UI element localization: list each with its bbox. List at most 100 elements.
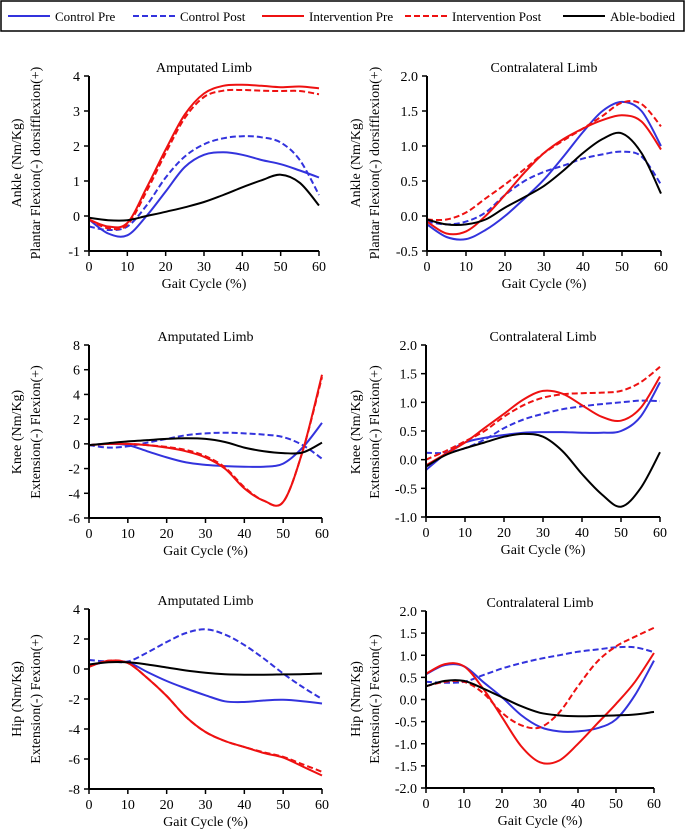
series-line-control-pre <box>88 422 323 468</box>
x-axis-label: Gait Cycle (%) <box>502 277 587 292</box>
panel-title: Contralateral Limb <box>490 330 597 345</box>
y-tick-label: -2 <box>68 463 80 478</box>
x-tick-label: 0 <box>86 260 93 275</box>
x-axis-label: Gait Cycle (%) <box>498 814 583 829</box>
y-tick-label: -0.5 <box>396 245 418 260</box>
y-axis-label: Ankle (Nm/Kg) <box>349 118 364 207</box>
legend-item: Intervention Pre <box>262 9 393 24</box>
x-tick-label: 10 <box>458 526 472 541</box>
series-line-intervention-post <box>88 88 320 231</box>
x-tick-label: 0 <box>423 526 430 541</box>
y-axis-label: Extension(-) Fexion(+) <box>368 634 383 764</box>
y-tick-label: 1.0 <box>401 140 419 155</box>
x-tick-label: 0 <box>86 798 93 813</box>
y-axis-label: Ankle (Nm/Kg) <box>10 118 25 207</box>
x-tick-label: 20 <box>160 798 174 813</box>
y-tick-label: -0.5 <box>395 716 417 731</box>
x-tick-label: 0 <box>423 797 430 812</box>
y-tick-label: -6 <box>68 753 80 768</box>
x-tick-label: 60 <box>315 527 329 542</box>
y-tick-label: 1.5 <box>400 368 418 383</box>
legend-label: Control Post <box>180 9 246 24</box>
x-axis-label: Gait Cycle (%) <box>163 544 248 559</box>
series-line-able-bodied <box>88 173 320 222</box>
x-tick-label: 50 <box>276 527 290 542</box>
legend-item: Control Post <box>133 9 246 24</box>
x-tick-label: 20 <box>498 260 512 275</box>
y-tick-label: 2 <box>73 140 80 155</box>
y-tick-label: 3 <box>73 105 80 120</box>
y-tick-label: -2.0 <box>395 782 417 797</box>
series-line-able-bodied <box>426 131 662 226</box>
y-axis-label: Hip (Nm/Kg) <box>10 661 25 737</box>
panel-2: Contralateral Limb 0 10 20 30 40 50 60 -0.5 0.0 0.… <box>349 61 668 292</box>
x-tick-label: 10 <box>121 527 135 542</box>
y-axis-label: Extension(-) Fexion(+) <box>29 634 44 764</box>
series-line-control-post <box>426 150 662 226</box>
x-tick-label: 0 <box>424 260 431 275</box>
series-line-intervention-pre <box>426 114 662 236</box>
y-axis-label: Extension(-) Flexion(+) <box>368 365 383 499</box>
panel-6: Contralateral Limb 0 10 20 30 40 50 60 -2.0 -1.5 -… <box>349 596 661 829</box>
series-line-control-pre <box>88 151 320 238</box>
y-tick-label: -4 <box>68 723 80 738</box>
panel-title: Contralateral Limb <box>491 61 598 76</box>
series-line-control-pre <box>425 660 655 733</box>
legend-label: Control Pre <box>55 9 116 24</box>
y-axis-label: Plantar Flexion(-) dorsifflexion(+) <box>368 66 383 259</box>
x-tick-label: 30 <box>536 526 550 541</box>
y-axis-label: Plantar Flexion(-) dorsifflexion(+) <box>29 66 44 259</box>
y-axis-label: Extension(-) Flexion(+) <box>29 365 44 499</box>
series-line-control-post <box>88 628 323 700</box>
series-line-control-post <box>88 135 320 232</box>
y-axis-label: Knee (Nm/Kg) <box>349 389 364 474</box>
panel-title: Contralateral Limb <box>487 596 594 611</box>
x-tick-label: 40 <box>575 526 589 541</box>
y-tick-label: 0 <box>73 438 80 453</box>
y-tick-label: 4 <box>73 603 80 618</box>
x-tick-label: 30 <box>199 527 213 542</box>
x-tick-label: 50 <box>276 798 290 813</box>
x-tick-label: 40 <box>235 260 249 275</box>
x-axis-label: Gait Cycle (%) <box>163 815 248 830</box>
y-axis-label: Knee (Nm/Kg) <box>10 389 25 474</box>
y-tick-label: 0.5 <box>401 175 419 190</box>
series-line-control-post <box>88 431 323 460</box>
x-tick-label: 30 <box>533 797 547 812</box>
panel-title: Amputated Limb <box>157 330 253 345</box>
x-tick-label: 20 <box>159 260 173 275</box>
y-tick-label: 1.5 <box>401 105 419 120</box>
y-tick-label: 1.0 <box>400 649 418 664</box>
x-tick-label: 50 <box>614 526 628 541</box>
x-tick-label: 60 <box>312 260 326 275</box>
panel-1: Amputated Limb 0 10 20 30 40 50 60 -1 0 1 2 3 4 Gait C… <box>10 61 326 292</box>
y-tick-label: 2 <box>73 413 80 428</box>
y-tick-label: 1.0 <box>400 396 418 411</box>
y-tick-label: -8 <box>68 783 80 798</box>
legend-label: Intervention Post <box>452 9 542 24</box>
series-line-intervention-pre <box>425 375 661 467</box>
y-tick-label: -0.5 <box>395 482 417 497</box>
x-tick-label: 0 <box>86 527 93 542</box>
y-tick-label: -1 <box>68 245 80 260</box>
x-tick-label: 50 <box>609 797 623 812</box>
series-line-control-pre <box>88 660 323 705</box>
x-tick-label: 40 <box>571 797 585 812</box>
series-line-control-pre <box>425 381 661 471</box>
x-tick-label: 10 <box>457 797 471 812</box>
x-tick-label: 40 <box>237 527 251 542</box>
y-tick-label: -1.5 <box>395 760 417 775</box>
y-tick-label: 4 <box>73 70 80 85</box>
panel-title: Amputated Limb <box>156 61 252 76</box>
y-tick-label: 1 <box>73 175 80 190</box>
x-tick-label: 60 <box>315 798 329 813</box>
x-tick-label: 60 <box>654 260 668 275</box>
series-line-control-pre <box>426 100 662 241</box>
y-tick-label: 2.0 <box>401 70 419 85</box>
x-tick-label: 50 <box>615 260 629 275</box>
series-line-intervention-post <box>88 376 323 507</box>
legend-item: Control Pre <box>8 9 116 24</box>
series-line-able-bodied <box>88 437 323 455</box>
x-tick-label: 20 <box>495 797 509 812</box>
series-line-intervention-post <box>425 366 661 461</box>
